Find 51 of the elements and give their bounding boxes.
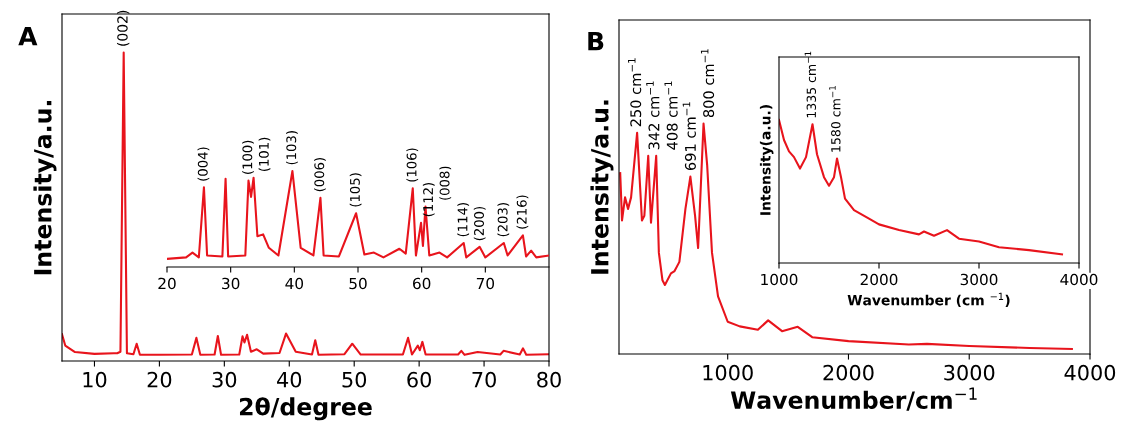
- annotation: 342 cm$^{−1}$: [646, 81, 660, 150]
- x-tick-label: 1000: [761, 273, 798, 286]
- annotation: 250 cm$^{−1}$: [628, 58, 642, 127]
- x-tick-label: 2000: [823, 364, 874, 381]
- annotation: 1335 cm$^{−1}$: [804, 51, 817, 118]
- chart-title: B: [588, 32, 604, 51]
- annotation: (105): [349, 173, 362, 207]
- annotation: 800 cm$^{−1}$: [700, 49, 715, 118]
- x-tick-label: 50: [349, 277, 367, 290]
- x-tick-label: 20: [158, 277, 176, 290]
- y-axis-title: Intensity/a.u.: [33, 100, 57, 275]
- annotation: (216): [516, 195, 529, 229]
- x-tick-label: 2000: [860, 273, 898, 286]
- x-tick-label: 10: [83, 371, 107, 388]
- x-tick-label: 20: [147, 371, 172, 388]
- annotation: 1580 cm$^{−1}$: [829, 85, 841, 152]
- annotation: (101): [258, 137, 271, 172]
- x-tick-label: 30: [222, 277, 240, 290]
- y-axis-title: Intensity/a.u.: [590, 100, 614, 274]
- annotation: (006): [314, 158, 326, 192]
- x-tick-label: 4000: [1060, 273, 1098, 286]
- annotation: (200): [473, 206, 486, 241]
- annotation: (004): [197, 147, 210, 181]
- x-tick-label: 50: [342, 371, 367, 388]
- x-tick-label: 1000: [703, 364, 753, 381]
- annotation: (112): [422, 182, 435, 217]
- chart-title: A: [18, 26, 38, 46]
- annotation: 691 cm$^{−1}$: [682, 102, 696, 171]
- annotation: (106): [406, 148, 419, 182]
- x-axis-title: 2θ/degree: [239, 397, 372, 421]
- x-tick-label: 70: [476, 277, 495, 290]
- x-tick-label: 40: [277, 371, 302, 388]
- x-tick-label: 70: [472, 371, 496, 388]
- annotation: (002): [116, 10, 130, 46]
- x-tick-label: 30: [212, 371, 237, 388]
- x-tick-label: 3000: [944, 364, 995, 381]
- annotation: (203): [497, 203, 510, 237]
- annotation: (103): [286, 131, 298, 165]
- x-tick-label: 4000: [1064, 364, 1116, 381]
- annotation: (008): [439, 166, 452, 200]
- y-axis-title: Intensity(a.u.): [759, 105, 774, 215]
- annotation: (100): [242, 140, 254, 174]
- annotation: (114): [457, 203, 470, 237]
- x-tick-label: 40: [285, 277, 304, 290]
- x-axis-title: Wavenumber/cm$^{−1}$: [730, 387, 977, 411]
- x-tick-label: 60: [413, 277, 431, 290]
- x-axis-title: Wavenumber (cm $^{−1}$): [847, 292, 1010, 308]
- x-tick-label: 60: [407, 371, 431, 388]
- x-tick-label: 80: [537, 371, 561, 388]
- annotation: 408 cm$^{−1}$: [664, 81, 678, 150]
- x-tick-label: 3000: [960, 273, 998, 286]
